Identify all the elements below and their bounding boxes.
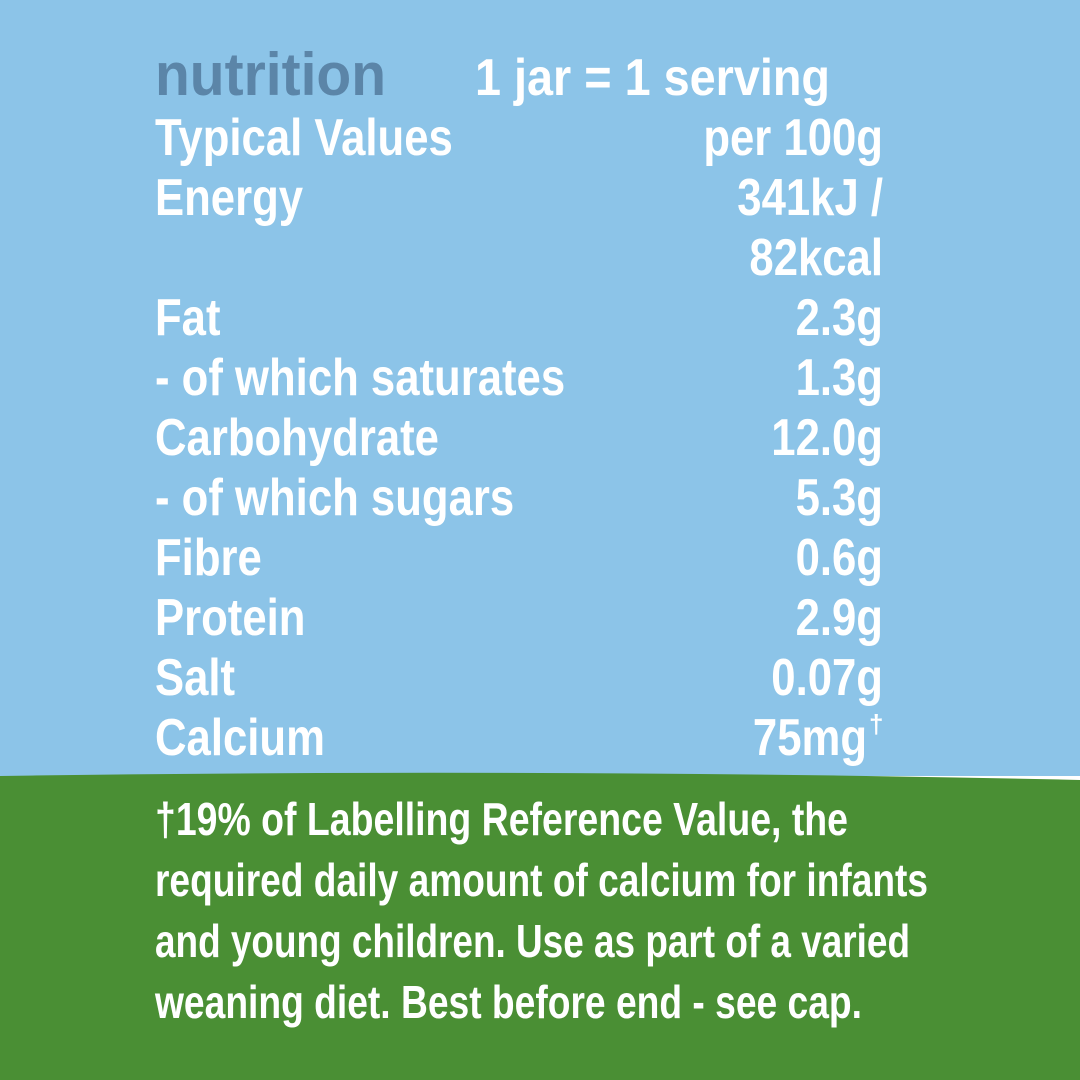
top-panel (0, 0, 1080, 776)
row-label: Fibre (155, 530, 262, 587)
bottom-panel (0, 772, 1080, 1080)
row-value: 0.6g (796, 530, 883, 587)
row-label: Calcium (155, 710, 325, 767)
row-value: 12.0g (771, 410, 883, 467)
row-label: - of which sugars (155, 470, 514, 527)
row-value: 82kcal (749, 230, 883, 287)
column-header: per 100g (703, 110, 883, 167)
footnote-line: weaning diet. Best before end - see cap. (154, 976, 862, 1028)
row-value: 341kJ / (737, 170, 883, 227)
row-value: 2.3g (796, 290, 883, 347)
row-label: Energy (155, 170, 303, 227)
row-value: 2.9g (796, 590, 883, 647)
row-value: 5.3g (796, 470, 883, 527)
row-value: 75mg (753, 710, 867, 767)
row-value: 1.3g (796, 350, 883, 407)
row-label: Protein (155, 590, 305, 647)
footnote-marker: † (869, 709, 883, 739)
title: nutrition (155, 42, 386, 109)
footnote-line: and young children. Use as part of a var… (155, 915, 910, 967)
serving: 1 jar = 1 serving (475, 49, 830, 107)
row-value: 0.07g (771, 650, 883, 707)
row-label: - of which saturates (155, 350, 565, 407)
footnote-line: †19% of Labelling Reference Value, the (155, 793, 848, 845)
column-header: Typical Values (155, 110, 453, 167)
footnote-line: required daily amount of calcium for inf… (155, 854, 928, 906)
row-label: Carbohydrate (155, 410, 439, 467)
row-label: Salt (155, 650, 235, 707)
row-label: Fat (155, 290, 221, 347)
